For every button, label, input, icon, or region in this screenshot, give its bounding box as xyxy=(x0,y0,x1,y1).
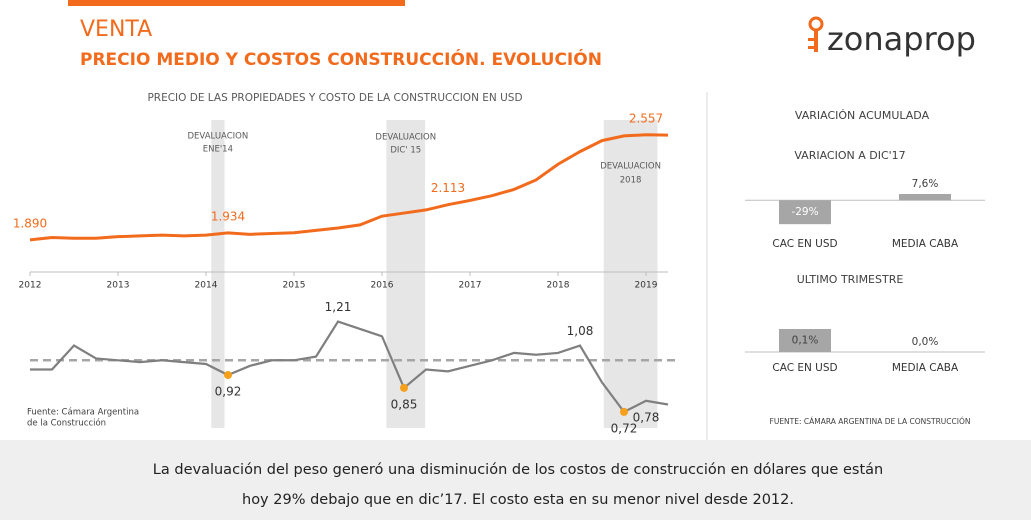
x-tick-label: 2014 xyxy=(195,281,218,291)
x-tick-label: 2017 xyxy=(459,281,482,291)
bar-chart-title: VARIACION A DIC'17 xyxy=(794,149,905,162)
category-label: CAC EN USD xyxy=(772,238,837,250)
value-label: 0,0% xyxy=(912,336,939,348)
title: VENTA xyxy=(80,17,152,42)
devaluation-band xyxy=(386,120,426,428)
panel-title: VARIACIÓN ACUMULADA xyxy=(795,109,930,122)
x-tick-label: 2019 xyxy=(635,281,658,291)
band-label: DIC' 15 xyxy=(390,146,421,156)
value-label: 7,6% xyxy=(912,178,939,190)
band-label: 2018 xyxy=(620,176,642,186)
x-tick-label: 2012 xyxy=(19,281,42,291)
panel-source: FUENTE: CÁMARA ARGENTINA DE LA CONSTRUCC… xyxy=(770,417,971,426)
category-label: CAC EN USD xyxy=(772,362,837,374)
category-label: MEDIA CABA xyxy=(892,238,959,250)
value-label: 0,78 xyxy=(633,410,660,424)
x-tick-label: 2013 xyxy=(107,281,130,291)
point-marker xyxy=(400,383,408,392)
value-label: -29% xyxy=(791,206,818,218)
x-tick-label: 2018 xyxy=(547,281,570,291)
logo: zonaprop xyxy=(827,20,976,58)
point-marker xyxy=(620,407,628,416)
line xyxy=(29,133,669,242)
logo-icon xyxy=(808,16,824,52)
bar xyxy=(899,193,951,201)
x-tick-label: 2016 xyxy=(371,281,394,291)
value-label: 1.890 xyxy=(13,216,47,230)
bar xyxy=(779,200,831,225)
chart-title: PRECIO DE LAS PROPIEDADES Y COSTO DE LA … xyxy=(147,92,522,104)
x-tick-label: 2015 xyxy=(283,281,306,291)
value-label: 2.557 xyxy=(629,111,663,125)
value-label: 0,85 xyxy=(391,397,418,411)
value-label: 1,08 xyxy=(567,324,594,338)
devaluation-band xyxy=(603,120,658,428)
footer xyxy=(0,440,1031,520)
header-bar xyxy=(68,0,405,6)
devaluation-band xyxy=(211,120,225,428)
line xyxy=(30,320,669,414)
footer-text: La devaluación del peso generó una dismi… xyxy=(153,462,883,478)
value-label: 0,72 xyxy=(611,421,638,435)
subtitle: PRECIO MEDIO Y COSTOS CONSTRUCCIÓN. EVOL… xyxy=(80,48,602,70)
category-label: MEDIA CABA xyxy=(892,362,959,374)
point-marker xyxy=(224,371,232,380)
value-label: 0,1% xyxy=(792,335,819,347)
bar-chart-title: ULTIMO TRIMESTRE xyxy=(797,273,904,286)
source: Fuente: Cámara Argentina xyxy=(27,408,139,418)
bar xyxy=(779,329,831,352)
source: de la Construcción xyxy=(27,418,106,429)
footer-text: hoy 29% debajo que en dic’17. El costo e… xyxy=(242,492,794,508)
value-label: 0,92 xyxy=(215,385,242,399)
value-label: 2.113 xyxy=(431,181,465,195)
value-label: 1.934 xyxy=(211,209,245,223)
band-label: DEVALUACION xyxy=(600,162,661,172)
band-label: DEVALUACION xyxy=(188,132,249,142)
value-label: 1,21 xyxy=(325,300,352,314)
band-label: ENE'14 xyxy=(203,145,233,155)
band-label: DEVALUACION xyxy=(375,133,436,143)
